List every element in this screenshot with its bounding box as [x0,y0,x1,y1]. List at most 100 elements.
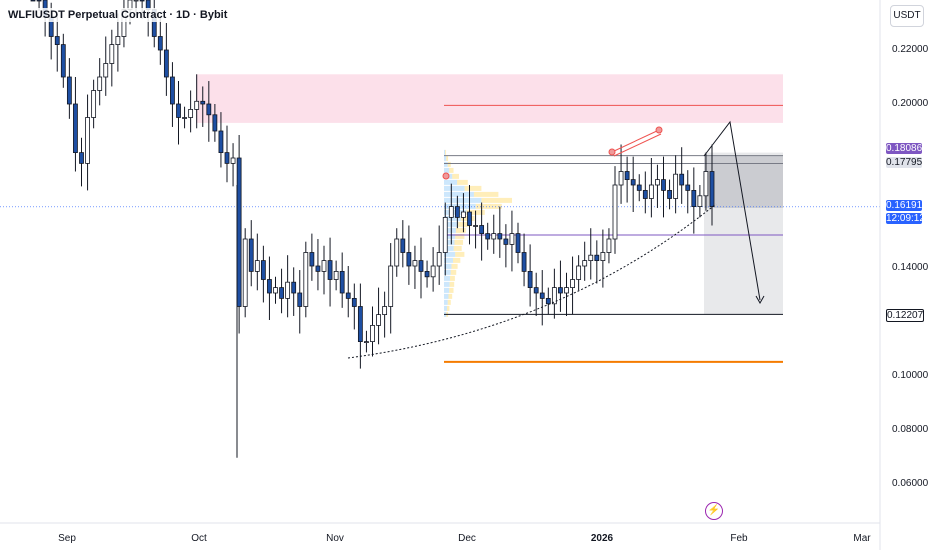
candle-body [400,238,406,253]
candle-body [315,265,321,272]
profile-bar-sell [448,293,453,299]
candle-body [279,287,284,299]
candle-body [461,211,466,218]
candle-body [273,287,278,294]
candle-body [79,152,84,164]
projection-zone [704,152,783,315]
candle-body [491,233,497,240]
projection-path [703,120,761,301]
profile-bar-sell [454,239,464,245]
candle-body [194,100,200,110]
profile-bar-buy [444,299,448,305]
profile-bar-sell [455,227,466,233]
candle-body [624,171,630,180]
profile-bar-buy [444,257,453,263]
candle-body [618,171,624,186]
candle-body [527,270,533,288]
candle-body [267,279,272,294]
candle-body [73,103,78,153]
candles-layer [30,0,715,458]
candle-body [200,100,206,105]
candle-body [515,233,521,253]
profile-bar-buy [444,287,450,293]
y-tick: 0.10000 [892,370,929,381]
candle-body [345,292,351,299]
candle-body [473,225,478,227]
candle-body [545,297,551,305]
candle-body [606,238,612,253]
signal-dot [442,172,450,180]
candle-body [297,292,303,307]
uptrend-curve [347,203,717,359]
profile-bar-sell [453,245,462,251]
profile-bar-buy [444,281,450,287]
zones-layer [196,74,783,315]
candle-body [309,252,315,267]
candle-body [467,211,472,226]
drawings-layer [347,120,765,359]
x-tick: Mar [853,533,871,544]
x-tick: 2026 [590,533,614,544]
profile-bar-sell [464,185,482,191]
profile-bar-sell [449,275,455,281]
profile-bar-sell [449,287,454,293]
candle-body [648,184,654,199]
profile-bar-buy [444,149,446,155]
price-tag-support: 0.12207 [886,309,924,322]
candle-body [176,103,181,118]
profile-bar-sell [452,173,459,179]
candle-body [485,233,491,240]
profile-bar-sell [473,191,499,197]
candle-body [412,260,418,267]
x-tick: Feb [730,533,748,544]
candle-body [509,233,515,245]
candle-body [376,314,381,326]
profile-bar-buy [444,185,465,191]
x-tick: Dec [458,533,476,544]
candle-body [60,44,66,78]
candle-body [248,238,254,272]
profile-bar-buy [444,263,452,269]
candle-body [285,281,291,299]
profile-bar-buy [444,275,450,281]
candle-body [539,292,545,299]
candle-body [564,287,569,294]
candle-body [382,306,388,316]
profile-bar-buy [444,191,474,197]
x-tick: Sep [58,533,76,544]
profile-bar-buy [444,305,447,311]
signal-dot [608,148,616,156]
candle-body [133,0,139,2]
profile-bar-sell [450,269,457,275]
candle-body [703,171,709,197]
candle-body [370,324,375,342]
lightning-icon[interactable]: ⚡ [705,502,723,520]
profile-bar-sell [447,161,451,167]
chart-title: WLFIUSDT Perpetual Contract · 1D · Bybit [6,8,230,22]
candle-body [115,36,121,45]
currency-scale-button[interactable]: USDT [890,5,924,27]
profile-bar-buy [444,203,476,209]
candle-body [642,189,648,199]
candle-body [551,287,557,305]
profile-bar-sell [475,203,502,209]
profile-bar-buy [444,179,458,185]
arrow-head [755,295,765,305]
candle-body [163,49,169,78]
candle-body [54,36,60,45]
profile-bar-sell [446,305,450,311]
candle-body [430,265,436,278]
profile-bar-buy [444,215,461,221]
candle-body [36,0,42,2]
candle-body [170,76,175,105]
volume-profile [444,149,512,317]
x-tick: Nov [326,533,344,544]
profile-bar-buy [444,293,449,299]
candle-body [576,265,582,280]
candle-body [364,341,369,344]
candle-body [503,238,509,245]
candle-body [685,184,691,191]
candle-body [655,179,660,186]
candle-body [139,0,145,2]
